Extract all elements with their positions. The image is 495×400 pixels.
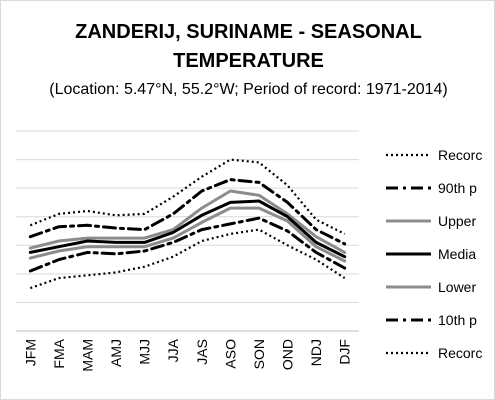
chart-subtitle: (Location: 5.47°N, 55.2°W; Period of rec… [49, 81, 448, 98]
series-line [28, 178, 347, 246]
legend-label: Media [438, 246, 476, 262]
x-tick-label: ASO [222, 339, 238, 369]
legend-label: Upper [438, 213, 476, 229]
x-tick-label: FMA [51, 338, 67, 368]
series-line [28, 216, 347, 273]
series-line [29, 158, 346, 235]
series-line [28, 206, 347, 263]
x-tick-label: JAS [194, 339, 210, 365]
legend-label: Recorc [438, 147, 482, 163]
series-line [28, 189, 347, 254]
legend-label: Recorc [438, 345, 482, 361]
legend-label: 90th p [438, 180, 477, 196]
x-tick-label: MAM [79, 339, 95, 372]
chart-title-line-2: TEMPERATURE [173, 50, 324, 72]
chart-title: ZANDERIJ, SURINAME - SEASONAL [75, 21, 422, 43]
x-tick-label: AMJ [108, 339, 124, 367]
x-tick-label: SON [251, 339, 267, 369]
x-tick-label: DJF [337, 339, 353, 365]
x-tick-label: OND [280, 339, 296, 370]
series-line [28, 199, 347, 259]
x-tick-label: MJJ [137, 339, 153, 365]
x-tick-label: NDJ [308, 339, 324, 366]
legend-label: Lower [438, 279, 476, 295]
legend-label: 10th p [438, 312, 477, 328]
x-tick-label: JJA [165, 338, 181, 362]
series-line [29, 228, 346, 290]
x-tick-label: JFM [22, 339, 38, 366]
